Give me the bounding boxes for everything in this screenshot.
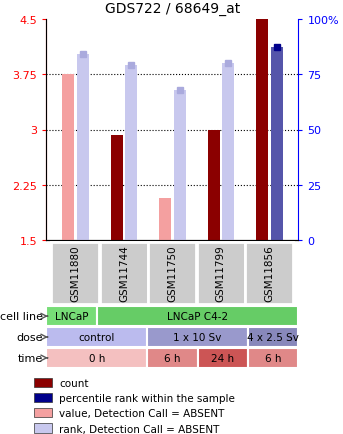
- Text: 1 x 10 Sv: 1 x 10 Sv: [173, 332, 222, 342]
- Bar: [34, 378, 52, 387]
- Text: control: control: [79, 332, 115, 342]
- FancyBboxPatch shape: [197, 242, 245, 305]
- FancyBboxPatch shape: [149, 242, 196, 305]
- Text: dose: dose: [16, 332, 43, 342]
- Bar: [125, 66, 137, 241]
- Bar: [34, 393, 52, 402]
- FancyBboxPatch shape: [51, 242, 99, 305]
- FancyBboxPatch shape: [147, 327, 248, 347]
- FancyBboxPatch shape: [100, 242, 148, 305]
- Text: 6 h: 6 h: [265, 353, 282, 363]
- Text: GSM11880: GSM11880: [70, 245, 80, 302]
- FancyBboxPatch shape: [248, 348, 298, 368]
- FancyBboxPatch shape: [46, 327, 147, 347]
- Bar: [34, 424, 52, 433]
- Text: count: count: [59, 378, 88, 388]
- FancyBboxPatch shape: [198, 348, 248, 368]
- Bar: [34, 408, 52, 417]
- FancyBboxPatch shape: [248, 327, 298, 347]
- FancyBboxPatch shape: [245, 242, 293, 305]
- Text: value, Detection Call = ABSENT: value, Detection Call = ABSENT: [59, 408, 224, 418]
- Text: 6 h: 6 h: [164, 353, 181, 363]
- Bar: [110, 135, 123, 241]
- FancyBboxPatch shape: [46, 306, 97, 326]
- Text: percentile rank within the sample: percentile rank within the sample: [59, 393, 235, 403]
- Text: LNCaP: LNCaP: [55, 312, 88, 321]
- Bar: [208, 130, 220, 241]
- Bar: [62, 75, 74, 241]
- FancyBboxPatch shape: [97, 306, 298, 326]
- Bar: [159, 199, 171, 241]
- Text: GSM11799: GSM11799: [216, 245, 226, 302]
- FancyBboxPatch shape: [147, 348, 198, 368]
- Text: 24 h: 24 h: [211, 353, 234, 363]
- Bar: [76, 55, 89, 241]
- Text: rank, Detection Call = ABSENT: rank, Detection Call = ABSENT: [59, 424, 219, 434]
- Text: GSM11856: GSM11856: [264, 245, 274, 302]
- Title: GDS722 / 68649_at: GDS722 / 68649_at: [105, 2, 240, 16]
- Bar: [222, 64, 234, 241]
- Text: 0 h: 0 h: [88, 353, 105, 363]
- Text: GSM11744: GSM11744: [119, 245, 129, 302]
- FancyBboxPatch shape: [46, 348, 147, 368]
- Text: LNCaP C4-2: LNCaP C4-2: [167, 312, 228, 321]
- Text: time: time: [17, 353, 43, 363]
- Bar: [174, 90, 186, 241]
- Bar: [256, 20, 268, 241]
- Bar: [271, 48, 283, 241]
- Text: cell line: cell line: [0, 312, 43, 321]
- Text: 4 x 2.5 Sv: 4 x 2.5 Sv: [247, 332, 299, 342]
- Text: GSM11750: GSM11750: [167, 245, 177, 302]
